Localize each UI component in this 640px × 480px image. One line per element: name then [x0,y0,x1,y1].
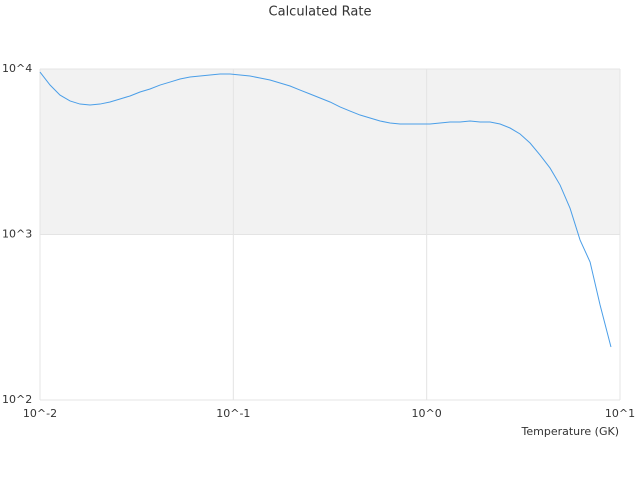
data-line [39,71,612,348]
x-axis-label: Temperature (GK) [521,425,620,438]
x-tick-label: 10^1 [605,407,635,420]
x-tick-label: 10^0 [412,407,442,420]
chart-title: Calculated Rate [269,5,372,20]
y-tick-label: 10^3 [2,228,32,241]
y-tick-label: 10^4 [2,62,32,75]
x-tick-label: 10^-1 [216,407,250,420]
x-tick-label: 10^-2 [23,407,57,420]
plot-band [40,69,620,235]
y-tick-label: 10^2 [2,393,32,406]
